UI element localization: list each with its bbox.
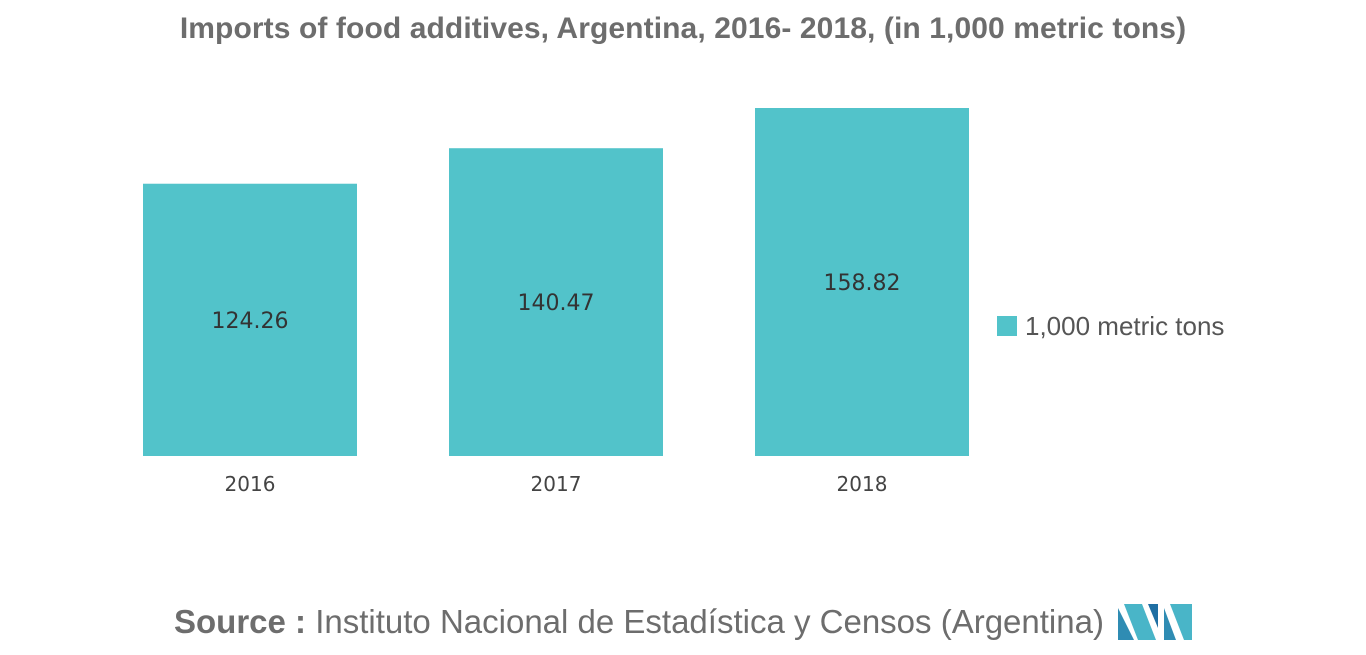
bar-2018	[755, 108, 969, 456]
data-label-2018: 158.82	[824, 271, 901, 296]
legend: 1,000 metric tons	[997, 311, 1224, 341]
data-labels-layer: 124.26 140.47 158.82	[212, 271, 901, 334]
source-text: Instituto Nacional de Estadística y Cens…	[315, 603, 1104, 640]
x-tick-label-2018: 2018	[837, 472, 888, 496]
data-label-2016: 124.26	[212, 309, 289, 334]
x-tick-label-2017: 2017	[531, 472, 582, 496]
bar-2017	[449, 148, 663, 457]
legend-swatch	[997, 316, 1017, 336]
data-label-2017: 140.47	[518, 291, 595, 316]
bars-layer	[143, 108, 969, 457]
mordor-intelligence-logo-icon	[1118, 604, 1192, 640]
source-label: Source :	[174, 603, 307, 640]
legend-label: 1,000 metric tons	[1025, 311, 1224, 341]
chart-title: Imports of food additives, Argentina, 20…	[179, 12, 1187, 45]
x-tick-label-2016: 2016	[225, 472, 276, 496]
x-tick-labels-layer: 2016 2017 2018	[225, 472, 888, 496]
bar-2016	[143, 183, 357, 456]
source-line: Source : Instituto Nacional de Estadísti…	[174, 603, 1104, 641]
